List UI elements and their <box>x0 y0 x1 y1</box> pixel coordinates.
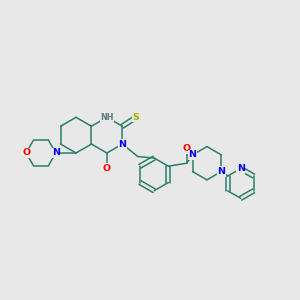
Text: S: S <box>133 113 140 122</box>
Text: N: N <box>237 164 245 173</box>
Text: O: O <box>103 164 111 173</box>
Text: N: N <box>218 167 225 176</box>
Text: O: O <box>183 144 191 153</box>
Text: N: N <box>118 140 126 148</box>
Text: NH: NH <box>100 113 114 122</box>
Text: N: N <box>52 148 60 158</box>
Text: N: N <box>188 150 196 159</box>
Text: O: O <box>22 148 30 158</box>
